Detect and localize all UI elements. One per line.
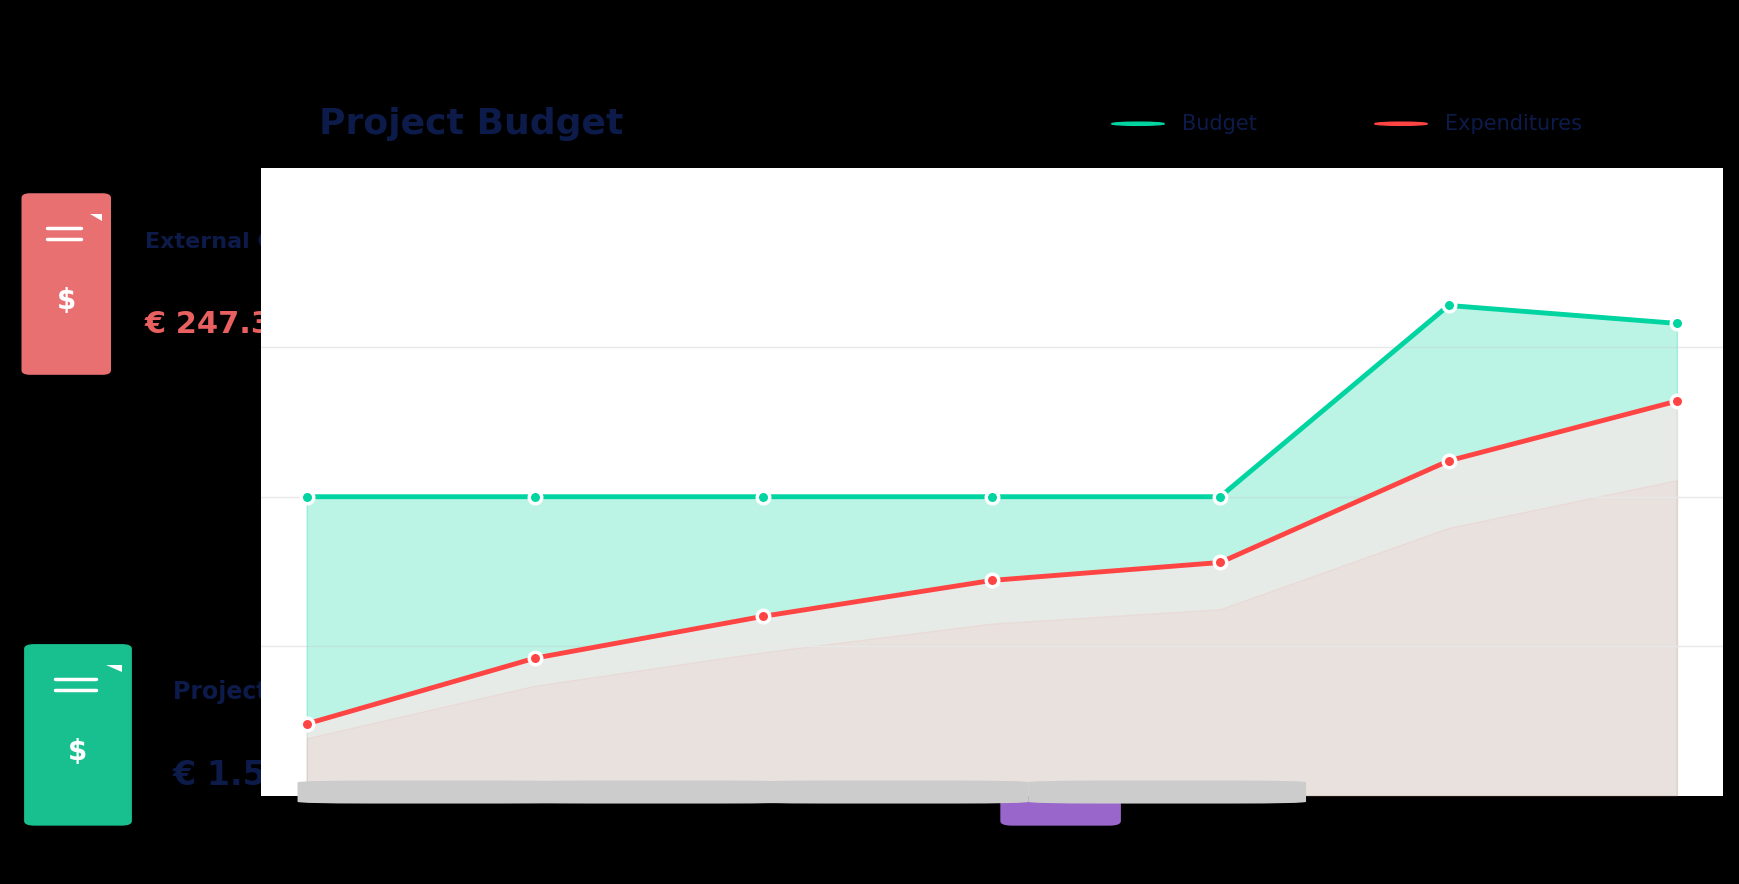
- FancyBboxPatch shape: [1028, 781, 1306, 804]
- Text: € 73.589,11: € 73.589,11: [1167, 758, 1389, 791]
- Text: Project Budget: Project Budget: [320, 107, 624, 141]
- FancyBboxPatch shape: [21, 194, 111, 375]
- Text: $: $: [68, 738, 87, 766]
- Polygon shape: [90, 214, 103, 221]
- Text: $: $: [57, 287, 77, 316]
- Text: € 247.301.89: € 247.301.89: [144, 309, 370, 339]
- Circle shape: [1111, 122, 1163, 126]
- Text: Project Budget: Project Budget: [172, 681, 372, 705]
- FancyBboxPatch shape: [750, 781, 1028, 804]
- Circle shape: [1374, 122, 1426, 126]
- FancyBboxPatch shape: [516, 781, 795, 804]
- Text: External Costs: External Costs: [144, 232, 327, 252]
- FancyBboxPatch shape: [297, 781, 576, 804]
- Polygon shape: [1092, 665, 1109, 672]
- Text: € 1.500.000: € 1.500.000: [172, 758, 395, 791]
- FancyBboxPatch shape: [24, 644, 132, 826]
- Text: Pass-Through-Costs: Pass-Through-Costs: [1167, 681, 1428, 705]
- Text: $: $: [1050, 738, 1069, 766]
- Polygon shape: [106, 665, 122, 672]
- Text: Budget: Budget: [1181, 114, 1256, 133]
- FancyBboxPatch shape: [1000, 644, 1120, 826]
- Text: Expenditures: Expenditures: [1443, 114, 1581, 133]
